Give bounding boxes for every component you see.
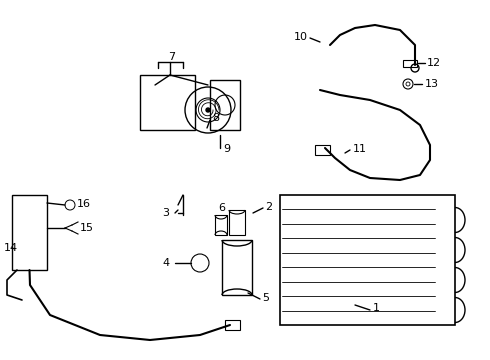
Text: 6: 6 — [219, 203, 225, 213]
Text: 15: 15 — [80, 223, 94, 233]
Bar — [140, 75, 195, 130]
Bar — [280, 195, 455, 325]
Bar — [222, 240, 252, 295]
Bar — [315, 145, 330, 155]
Bar — [215, 215, 227, 235]
Text: 3: 3 — [162, 208, 169, 218]
Bar — [229, 210, 245, 235]
Text: 5: 5 — [262, 293, 269, 303]
Text: 13: 13 — [425, 79, 439, 89]
Text: 16: 16 — [77, 199, 91, 209]
Text: 8: 8 — [212, 113, 219, 123]
Bar — [225, 320, 240, 330]
Text: 9: 9 — [223, 144, 230, 154]
Text: 11: 11 — [353, 144, 367, 154]
Bar — [210, 80, 240, 130]
Text: 12: 12 — [427, 58, 441, 68]
Text: 1: 1 — [373, 303, 380, 313]
Circle shape — [206, 108, 210, 112]
Text: 10: 10 — [294, 32, 308, 42]
Text: 7: 7 — [169, 52, 175, 62]
Bar — [403, 60, 417, 67]
Bar — [12, 195, 47, 270]
Text: 14: 14 — [4, 243, 18, 253]
Text: 4: 4 — [162, 258, 169, 268]
Text: 2: 2 — [265, 202, 272, 212]
